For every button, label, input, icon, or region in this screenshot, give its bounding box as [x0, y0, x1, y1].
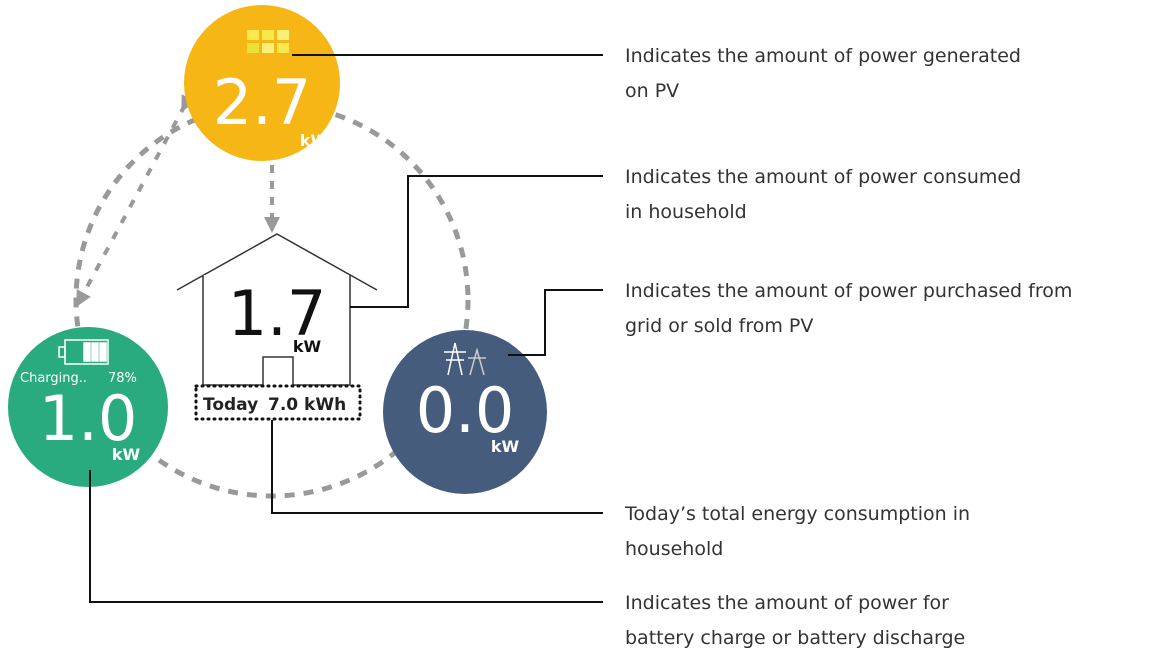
- callout-text: Indicates the amount of power generated: [625, 45, 1021, 67]
- callout-text: in household: [625, 201, 747, 223]
- leader-line: [271, 420, 603, 514]
- house-unit: kW: [293, 337, 322, 356]
- leader-line: [350, 175, 603, 308]
- pv-circle: [184, 5, 340, 161]
- flow-arrow: [76, 94, 196, 308]
- grid-value: 0.0: [416, 374, 515, 447]
- leader-line: [89, 470, 603, 603]
- callout-text: Indicates the amount of power for: [625, 592, 949, 614]
- battery-circle: [8, 327, 168, 487]
- callout-text: on PV: [625, 80, 679, 102]
- battery-icon: [58, 339, 109, 365]
- battery-value: 1.0: [39, 382, 138, 455]
- battery-status: Charging..: [20, 371, 87, 386]
- house-value: 1.7: [228, 277, 327, 350]
- grid-circle: [383, 330, 547, 494]
- callout-text: Indicates the amount of power purchased …: [625, 280, 1072, 302]
- callout-text: Indicates the amount of power consumed: [625, 166, 1021, 188]
- today-box: [194, 384, 362, 421]
- leader-line: [508, 289, 603, 356]
- callout-text: grid or sold from PV: [625, 315, 813, 337]
- solar-icon: [247, 30, 289, 53]
- callout-text: battery charge or battery discharge: [625, 627, 965, 649]
- callout-text: household: [625, 538, 723, 560]
- battery-percent: 78%: [108, 371, 137, 386]
- today-label: Today: [203, 395, 258, 415]
- grid-icon: [444, 342, 486, 376]
- pv-unit: kW: [300, 131, 329, 150]
- callout-text: Today’s total energy consumption in: [624, 503, 970, 525]
- pv-value: 2.7: [213, 66, 312, 139]
- today-value: 7.0 kWh: [268, 395, 346, 415]
- house-roof: [176, 233, 378, 291]
- grid-unit: kW: [491, 437, 520, 456]
- battery-unit: kW: [112, 445, 141, 464]
